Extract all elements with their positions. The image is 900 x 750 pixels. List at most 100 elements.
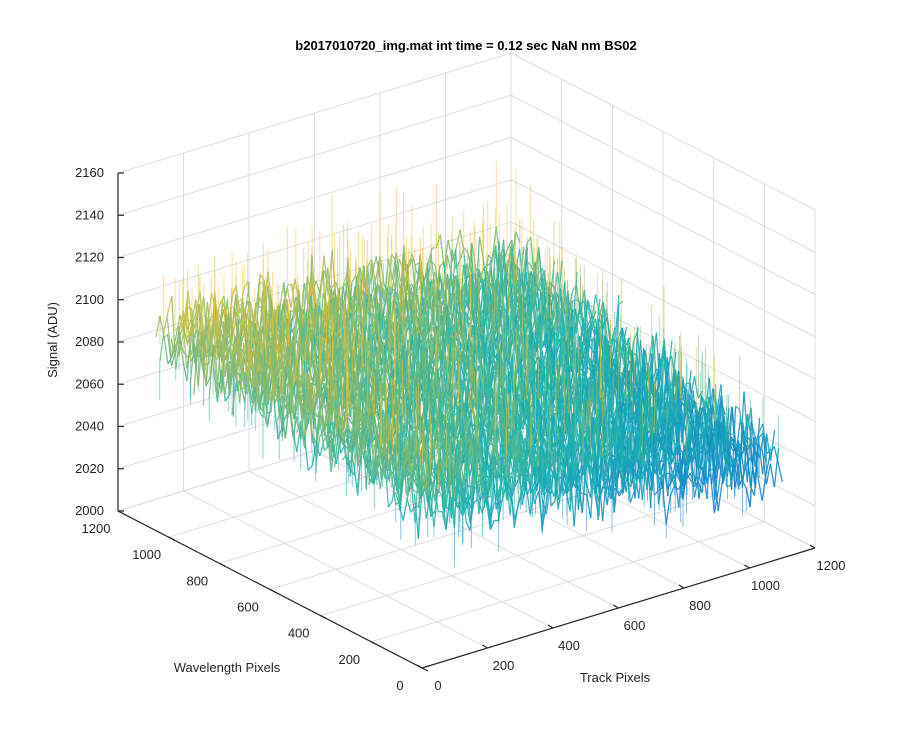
surface-segment (189, 325, 196, 346)
surface-segment (394, 258, 401, 288)
surface-segment (424, 302, 430, 331)
surface-segment (524, 285, 530, 319)
surface-segment (371, 316, 377, 332)
surface-segment (318, 272, 324, 307)
surface-segment (212, 351, 218, 361)
surface-segment (227, 358, 234, 390)
surface-segment (382, 337, 388, 347)
surface-segment (231, 382, 237, 416)
surface-segment (228, 348, 234, 375)
surface-segment (166, 334, 173, 366)
surface-segment (357, 275, 363, 322)
surface-segment (515, 231, 521, 244)
surface-segment (521, 279, 527, 317)
surface-segment (450, 292, 455, 295)
surface-segment (282, 287, 288, 304)
surface-segment (219, 295, 225, 305)
surface-segment (465, 292, 471, 302)
surface-segment (586, 299, 593, 329)
surface-segment (197, 337, 203, 387)
surface-segment (250, 349, 256, 366)
surface-segment (312, 311, 318, 331)
surface-segment (386, 322, 393, 368)
surface-segment (465, 312, 471, 321)
surface-segment (332, 297, 338, 340)
surface-segment (507, 239, 513, 249)
surface-segment (241, 327, 247, 341)
surface-segment (342, 272, 348, 287)
surface-segment (224, 370, 229, 374)
surface-segment (366, 258, 373, 267)
surface-segment (506, 245, 512, 272)
surface-segment (273, 368, 279, 401)
surface-segment (250, 355, 257, 411)
surface-segment (159, 331, 165, 362)
surface-segment (381, 287, 388, 295)
surface-segment (300, 323, 307, 367)
surface-segment (494, 306, 500, 314)
surface-segment (549, 316, 556, 333)
surface-segment (554, 293, 561, 327)
surface-segment (174, 331, 180, 357)
surface-segment (205, 377, 211, 387)
surface-segment (401, 306, 407, 321)
surface-segment (410, 312, 417, 376)
surface-segment (478, 276, 483, 280)
surface-segment (419, 314, 425, 336)
surface-segment (223, 326, 230, 390)
surface-segment (407, 253, 413, 266)
surface-segment (403, 311, 410, 343)
surface-segment (362, 334, 368, 373)
surface-segment (369, 294, 376, 310)
surface-segment (443, 326, 449, 350)
surface-segment (425, 292, 431, 311)
surface-segment (330, 288, 336, 301)
surface-segment (265, 358, 272, 424)
surface-segment (433, 271, 440, 290)
surface-segment (231, 337, 238, 360)
surface-segment (486, 334, 492, 341)
surface-segment (578, 315, 583, 318)
surface-segment (254, 349, 260, 411)
surface-segment (258, 410, 264, 418)
surface-segment (266, 400, 273, 427)
surface-segment (338, 314, 344, 338)
surface-segment (193, 303, 200, 326)
surface-segment (371, 320, 378, 332)
grid-line (117, 137, 512, 258)
surface-segment (385, 285, 391, 325)
surface-segment (391, 252, 397, 280)
surface-segment (339, 330, 345, 350)
surface-segment (443, 239, 449, 269)
surface-segment (370, 259, 377, 284)
grid-line (117, 94, 512, 216)
surface-segment (526, 236, 532, 245)
surface-segment (254, 362, 260, 378)
surface-segment (235, 362, 241, 404)
surface-segment (304, 319, 310, 345)
surface-segment (242, 380, 249, 395)
surface-segment (525, 249, 532, 299)
surface-segment (170, 338, 176, 357)
surface-segment (310, 352, 317, 383)
surface-segment (239, 342, 245, 404)
surface-segment (455, 229, 461, 249)
surface-segment (361, 274, 368, 295)
surface-segment (267, 411, 272, 414)
surface-segment (579, 300, 585, 304)
surface-segment (182, 361, 188, 382)
grid-line (510, 94, 816, 253)
surface-segment (398, 349, 404, 363)
surface-segment (261, 402, 268, 424)
surface-segment (341, 290, 348, 329)
surface-segment (558, 312, 564, 332)
surface-segment (235, 285, 241, 314)
grid-line (510, 52, 816, 211)
surface-segment (240, 330, 246, 338)
surface-segment (243, 372, 248, 377)
surface-segment (258, 403, 264, 412)
surface-segment (240, 310, 247, 329)
surface-segment (472, 296, 479, 311)
surface-segment (455, 311, 462, 323)
